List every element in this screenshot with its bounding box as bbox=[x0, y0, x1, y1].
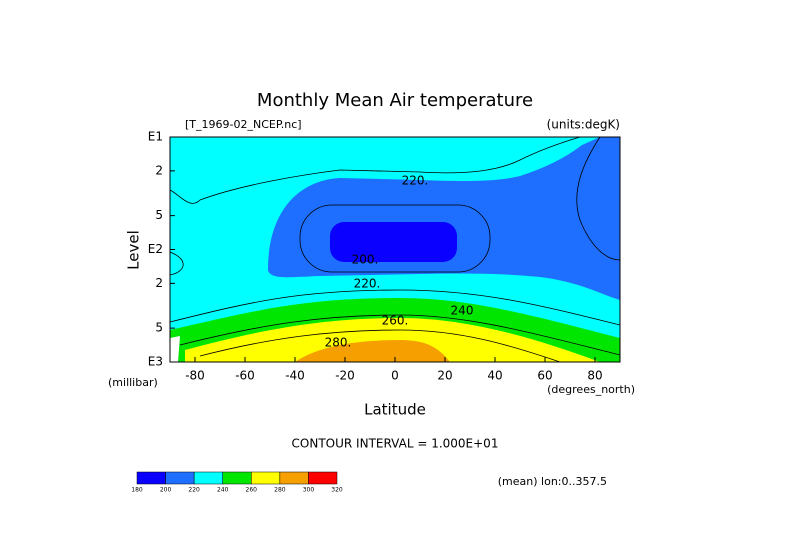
colorbar-label: 180 bbox=[131, 487, 143, 494]
y-tick-label: E2 bbox=[148, 242, 163, 256]
contour-label: 280. bbox=[325, 336, 352, 350]
y-tick-label: E1 bbox=[148, 130, 163, 144]
y-tick-label: 5 bbox=[155, 208, 163, 222]
missing-data bbox=[170, 336, 180, 362]
colorbar-box bbox=[279, 471, 309, 485]
x-units: (degrees_north) bbox=[547, 383, 635, 396]
region-280-300 bbox=[295, 340, 450, 362]
x-tick-label: -80 bbox=[185, 369, 205, 383]
y-tick-label: E3 bbox=[148, 355, 163, 369]
source-label: [T_1969-02_NCEP.nc] bbox=[185, 118, 302, 131]
colorbar-label: 300 bbox=[303, 487, 315, 494]
colorbar-box bbox=[193, 471, 223, 485]
y-axis-label: Level bbox=[125, 230, 143, 270]
colorbar-box bbox=[308, 471, 338, 485]
x-tick-label: 60 bbox=[537, 369, 552, 383]
chart-title: Monthly Mean Air temperature bbox=[257, 90, 533, 111]
x-tick-label: 40 bbox=[487, 369, 502, 383]
colorbar-box bbox=[165, 471, 195, 485]
x-tick-label: -20 bbox=[335, 369, 355, 383]
colorbar-label: 220 bbox=[188, 487, 200, 494]
y-tick-label: 2 bbox=[155, 276, 163, 290]
x-axis-label: Latitude bbox=[364, 401, 426, 419]
contour-field bbox=[169, 136, 621, 363]
contour-label: 220. bbox=[354, 277, 381, 291]
contour-line bbox=[299, 204, 491, 273]
contour-label: 200. bbox=[352, 253, 379, 267]
y-units: (millibar) bbox=[108, 376, 158, 389]
contour-label: 220. bbox=[402, 174, 429, 188]
contour-line bbox=[576, 136, 621, 261]
colorbar-label: 200 bbox=[160, 487, 172, 494]
y-tick-label: 2 bbox=[155, 163, 163, 177]
units-label: (units:degK) bbox=[547, 118, 620, 132]
colorbar-box bbox=[251, 471, 281, 485]
colorbar-box bbox=[222, 471, 252, 485]
contour-line bbox=[169, 251, 184, 276]
x-tick-label: 0 bbox=[391, 369, 399, 383]
contour-labels: 220. 200. 220. 240 260. 280. bbox=[325, 174, 474, 350]
colorbar-label: 320 bbox=[331, 487, 343, 494]
contour-label: 240 bbox=[451, 304, 474, 318]
region-260-280 bbox=[185, 318, 600, 362]
y-tick-label: 5 bbox=[155, 321, 163, 335]
region-180-200 bbox=[330, 222, 457, 262]
x-tick-label: 20 bbox=[437, 369, 452, 383]
x-tick-label: 80 bbox=[587, 369, 602, 383]
colorbar-box bbox=[136, 471, 166, 485]
contour-line bbox=[199, 329, 561, 363]
contour-interval: CONTOUR INTERVAL = 1.000E+01 bbox=[292, 437, 499, 451]
colorbar-label: 260 bbox=[246, 487, 258, 494]
contour-line bbox=[169, 289, 621, 326]
contour-line bbox=[169, 136, 581, 204]
contour-label: 260. bbox=[382, 314, 409, 328]
contour-line bbox=[179, 314, 621, 356]
x-tick-label: -40 bbox=[285, 369, 305, 383]
mean-note: (mean) lon:0..357.5 bbox=[498, 475, 607, 488]
colorbar-label: 280 bbox=[274, 487, 286, 494]
colorbar-label: 240 bbox=[217, 487, 229, 494]
x-tick-label: -60 bbox=[235, 369, 255, 383]
